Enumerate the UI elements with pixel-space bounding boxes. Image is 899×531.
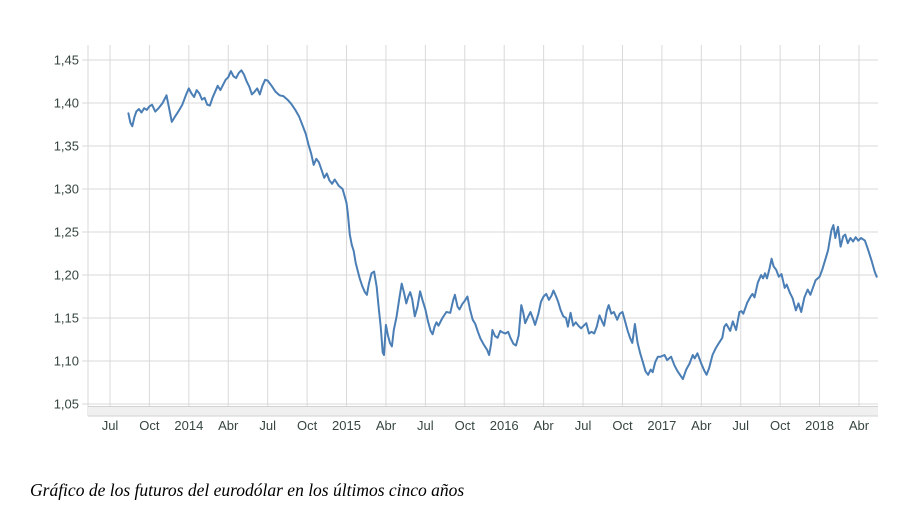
x-tick-label: Abr (534, 418, 555, 433)
x-tick-label: Oct (770, 418, 791, 433)
x-axis-band (88, 406, 878, 416)
x-tick-label: 2016 (490, 418, 519, 433)
x-tick-label: Jul (732, 418, 749, 433)
x-tick-label: 2017 (647, 418, 676, 433)
y-tick-label: 1,45 (54, 53, 79, 68)
x-tick-label: Jul (102, 418, 119, 433)
x-tick-label: Abr (691, 418, 712, 433)
x-tick-label: 2014 (174, 418, 203, 433)
chart-caption: Gráfico de los futuros del eurodólar en … (30, 480, 465, 500)
x-tick-label: 2015 (332, 418, 361, 433)
x-tick-label: Jul (575, 418, 592, 433)
x-tick-label: 2018 (805, 418, 834, 433)
eurodollar-futures-chart: 1,45 1,40 1,35 1,30 1,25 1,20 1,15 1,10 1,05 Jul O… (54, 45, 878, 433)
y-tick-label: 1,10 (54, 354, 79, 369)
y-tick-label: 1,25 (54, 225, 79, 240)
x-tick-label: Abr (376, 418, 397, 433)
x-tick-label: Oct (297, 418, 318, 433)
y-tick-label: 1,05 (54, 397, 79, 412)
chart-container: 1,45 1,40 1,35 1,30 1,25 1,20 1,15 1,10 1,05 Jul O… (54, 45, 878, 433)
y-tick-label: 1,15 (54, 311, 79, 326)
x-tick-label: Oct (612, 418, 633, 433)
x-tick-label: Abr (218, 418, 239, 433)
x-tick-label: Oct (455, 418, 476, 433)
x-tick-label: Abr (849, 418, 870, 433)
y-tick-label: 1,35 (54, 139, 79, 154)
x-tick-label: Jul (259, 418, 276, 433)
x-tick-label: Oct (139, 418, 160, 433)
price-line (127, 69, 878, 381)
y-tick-label: 1,40 (54, 96, 79, 111)
x-tick-label: Jul (417, 418, 434, 433)
y-tick-label: 1,20 (54, 268, 79, 283)
y-tick-label: 1,30 (54, 182, 79, 197)
